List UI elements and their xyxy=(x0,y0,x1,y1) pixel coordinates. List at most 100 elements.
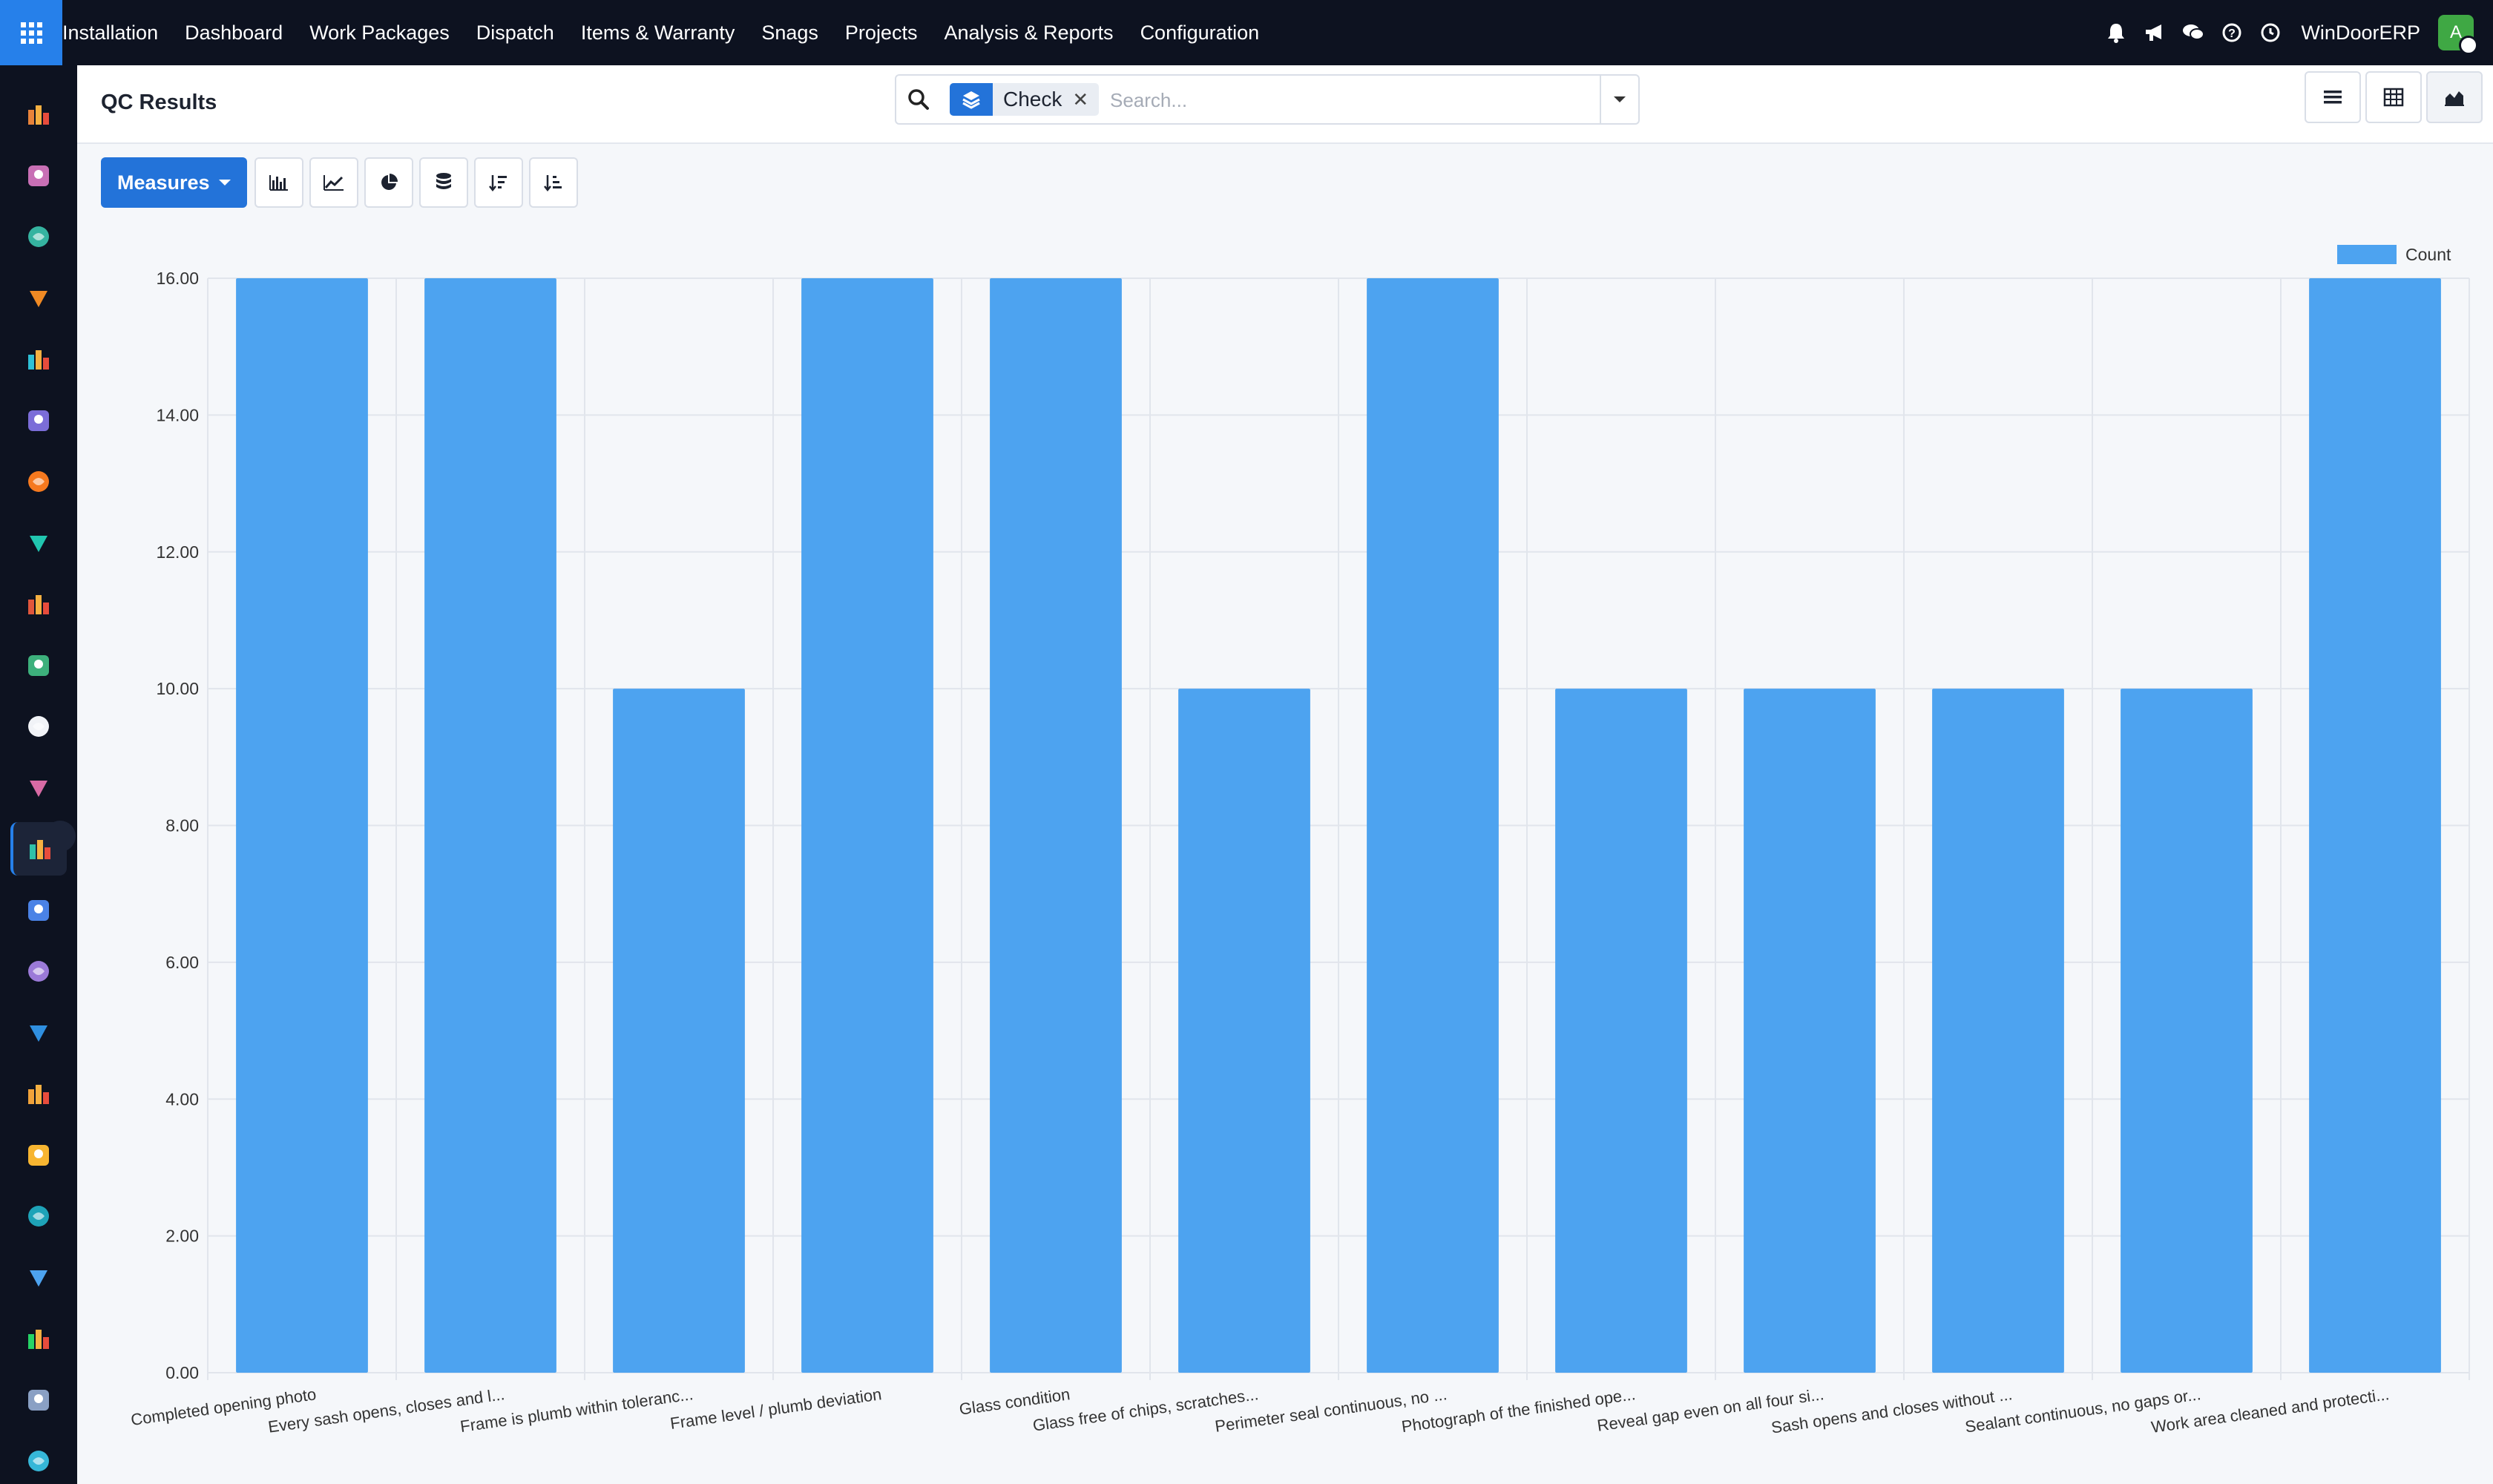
quality-app-icon[interactable] xyxy=(21,525,56,561)
top-navbar: Installation Dashboard Work Packages Dis… xyxy=(0,0,2493,65)
facet-remove-icon[interactable]: ✕ xyxy=(1072,88,1089,111)
inventory-app-icon[interactable] xyxy=(21,709,56,744)
sort-descending-icon xyxy=(488,175,507,192)
bar-chart-icon xyxy=(269,175,288,191)
menu-item-projects[interactable]: Projects xyxy=(844,21,918,44)
y-tick-label: 4.00 xyxy=(165,1089,199,1109)
measures-label: Measures xyxy=(117,171,210,194)
team-app-icon[interactable] xyxy=(21,1076,56,1112)
clock-icon[interactable] xyxy=(2259,22,2282,44)
legend-swatch xyxy=(2337,245,2397,264)
area-chart-icon xyxy=(2445,91,2464,106)
chevron-down-icon xyxy=(1614,96,1626,102)
bar xyxy=(1367,278,1499,1373)
measures-dropdown-button[interactable]: Measures xyxy=(101,157,247,208)
bar xyxy=(990,278,1122,1373)
apps-grid-icon xyxy=(20,22,42,44)
discuss-app-icon[interactable] xyxy=(21,280,56,316)
apps-menu-button[interactable] xyxy=(0,0,62,65)
products-app-icon[interactable] xyxy=(21,953,56,989)
contacts-app-icon[interactable] xyxy=(21,219,56,255)
menu-item-installation[interactable]: Installation xyxy=(62,21,159,44)
bar xyxy=(1932,689,2064,1373)
menu-item-dashboard[interactable]: Dashboard xyxy=(185,21,283,44)
y-tick-label: 12.00 xyxy=(156,542,199,562)
bar-chart: 0.00 2.00 4.00 6.00 8.00 10.00 12.00 14.00 16.00… xyxy=(130,245,2470,1437)
planning-app-icon[interactable] xyxy=(21,158,56,194)
facet-label: Check xyxy=(1003,88,1062,111)
database-icon xyxy=(436,173,451,189)
sort-ascending-button[interactable] xyxy=(528,157,578,208)
caret-down-icon xyxy=(218,180,231,186)
view-switcher xyxy=(2300,71,2483,123)
systray: ? WinDoorERP A xyxy=(2089,0,2478,65)
page-title: QC Results xyxy=(101,91,217,114)
bar xyxy=(613,689,745,1373)
bar xyxy=(2121,689,2253,1373)
bar-chart-button[interactable] xyxy=(254,157,303,208)
y-tick-label: 0.00 xyxy=(165,1363,199,1382)
stacked-button[interactable] xyxy=(418,157,468,208)
help-icon[interactable]: ? xyxy=(2221,22,2243,44)
status-dot xyxy=(2459,36,2478,55)
megaphone-icon[interactable] xyxy=(2144,22,2166,44)
app-sidebar: ‹ xyxy=(0,65,77,1484)
sort-descending-button[interactable] xyxy=(473,157,523,208)
avatar-letter: A xyxy=(2449,22,2462,42)
search-options-toggle[interactable] xyxy=(1600,76,1638,123)
documents-app-icon[interactable] xyxy=(21,770,56,806)
bell-icon[interactable] xyxy=(2105,22,2127,44)
line-chart-icon xyxy=(323,175,344,191)
employees-app-icon[interactable] xyxy=(21,648,56,683)
company-name[interactable]: WinDoorERP xyxy=(2301,21,2420,44)
menu-item-analysis-reports[interactable]: Analysis & Reports xyxy=(944,21,1114,44)
menu-item-work-packages[interactable]: Work Packages xyxy=(309,21,450,44)
user-avatar[interactable]: A xyxy=(2438,15,2478,55)
livechat-app-icon[interactable] xyxy=(21,464,56,499)
list-icon xyxy=(2324,91,2342,104)
dashboard-app-icon[interactable] xyxy=(21,586,56,622)
pie-chart-button[interactable] xyxy=(364,157,413,208)
bar xyxy=(1555,689,1687,1373)
menu-item-dispatch[interactable]: Dispatch xyxy=(476,21,554,44)
bar xyxy=(1178,689,1310,1373)
whatsapp-app-icon[interactable] xyxy=(21,1321,56,1356)
qc-results-app-icon[interactable] xyxy=(10,822,67,876)
spreadsheet-app-icon[interactable] xyxy=(21,1443,56,1479)
search-input[interactable] xyxy=(1108,83,1557,117)
main-menu: Installation Dashboard Work Packages Dis… xyxy=(62,0,1286,65)
pivot-view-button[interactable] xyxy=(2365,71,2422,123)
svg-text:?: ? xyxy=(2229,27,2236,40)
expenses-app-icon[interactable] xyxy=(21,1015,56,1051)
y-tick-label: 10.00 xyxy=(156,679,199,698)
y-tick-label: 2.00 xyxy=(165,1227,199,1246)
menu-item-snags[interactable]: Snags xyxy=(761,21,818,44)
bar xyxy=(236,278,368,1373)
y-tick-label: 8.00 xyxy=(165,816,199,835)
mail-app-icon[interactable] xyxy=(21,403,56,439)
apps-app-icon[interactable] xyxy=(21,1260,56,1296)
control-panel: QC Results Check ✕ xyxy=(77,65,2493,144)
calendar-app-icon[interactable] xyxy=(21,1137,56,1173)
bar xyxy=(1744,689,1876,1373)
chat-icon[interactable] xyxy=(2182,22,2205,44)
sales-app-icon[interactable] xyxy=(21,96,56,132)
bar xyxy=(2309,278,2441,1373)
list-view-button[interactable] xyxy=(2305,71,2361,123)
legend-label: Count xyxy=(2405,245,2451,264)
line-chart-button[interactable] xyxy=(309,157,358,208)
menu-item-configuration[interactable]: Configuration xyxy=(1140,21,1260,44)
sort-ascending-icon xyxy=(543,175,562,192)
y-tick-label: 16.00 xyxy=(156,269,199,288)
y-tick-label: 6.00 xyxy=(165,953,199,972)
website-app-icon[interactable] xyxy=(21,341,56,377)
search-facet[interactable]: Check ✕ xyxy=(950,83,1100,116)
knowledge-app-icon[interactable] xyxy=(21,893,56,928)
menu-item-items-warranty[interactable]: Items & Warranty xyxy=(580,21,735,44)
graph-view-button[interactable] xyxy=(2426,71,2483,123)
sign-app-icon[interactable] xyxy=(21,1198,56,1234)
timer-app-icon[interactable] xyxy=(21,1382,56,1418)
y-tick-label: 14.00 xyxy=(156,405,199,424)
bar xyxy=(801,278,933,1373)
search-bar[interactable]: Check ✕ xyxy=(895,74,1640,125)
